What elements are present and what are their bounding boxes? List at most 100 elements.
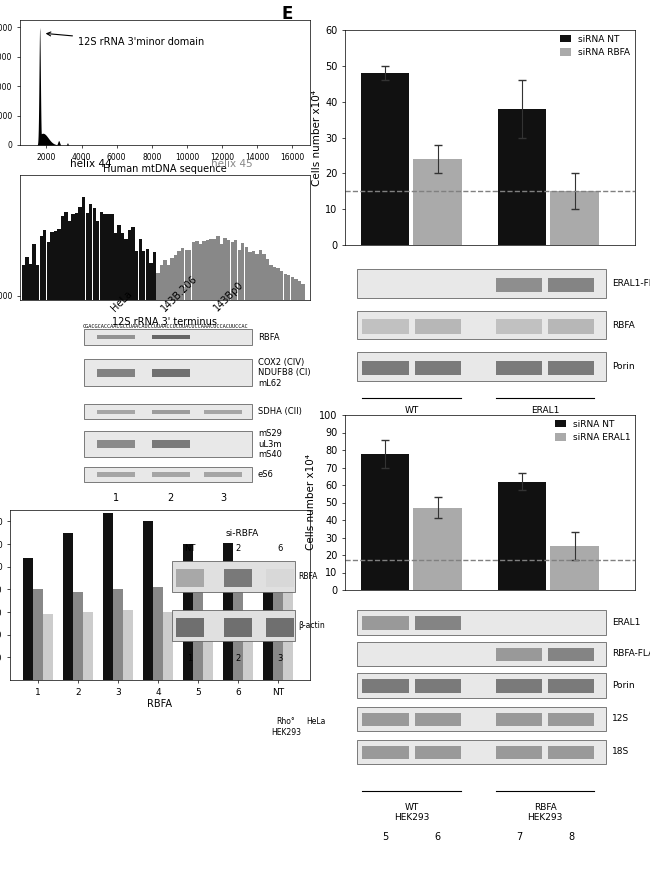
Bar <box>36 265 40 300</box>
Text: 6: 6 <box>277 545 283 553</box>
Bar <box>92 209 96 300</box>
Bar <box>298 281 301 300</box>
FancyBboxPatch shape <box>152 334 190 340</box>
Bar <box>551 546 599 590</box>
Bar <box>107 215 110 300</box>
Bar <box>243 612 253 680</box>
Bar <box>238 250 241 300</box>
Text: 1: 1 <box>188 655 193 663</box>
FancyBboxPatch shape <box>224 568 252 587</box>
Text: 12S rRNA 3'minor domain: 12S rRNA 3'minor domain <box>47 32 204 47</box>
Text: eS6: eS6 <box>258 471 274 479</box>
Bar <box>263 254 266 300</box>
Text: helix 45: helix 45 <box>211 159 253 169</box>
Bar <box>248 252 252 300</box>
FancyBboxPatch shape <box>415 712 461 726</box>
Bar <box>123 609 133 680</box>
Text: 2: 2 <box>235 655 240 663</box>
Bar <box>216 236 220 300</box>
Text: helix 44: helix 44 <box>70 159 112 169</box>
Text: Porin: Porin <box>612 681 634 690</box>
Bar <box>43 230 46 300</box>
Text: RBFA: RBFA <box>298 572 317 581</box>
Bar <box>121 233 124 300</box>
Bar <box>103 513 113 680</box>
Bar <box>43 615 53 680</box>
Bar <box>177 251 181 300</box>
Text: 5: 5 <box>382 833 389 842</box>
Bar <box>82 197 85 300</box>
Bar <box>185 250 188 300</box>
Bar <box>22 265 25 300</box>
Text: β-actin: β-actin <box>298 622 325 630</box>
Bar <box>192 242 195 300</box>
Text: RBFA: RBFA <box>612 320 634 329</box>
Text: SDHA (CII): SDHA (CII) <box>258 408 302 416</box>
Bar <box>103 215 107 300</box>
Text: HeLa: HeLa <box>306 718 326 726</box>
Bar <box>146 249 149 300</box>
Bar <box>68 221 72 300</box>
Bar <box>280 272 283 300</box>
Bar <box>195 241 198 300</box>
Bar <box>83 612 93 680</box>
Bar <box>163 612 173 680</box>
X-axis label: Human mtDNA sequence: Human mtDNA sequence <box>103 164 227 175</box>
Bar <box>170 258 174 300</box>
Text: si-RBFA: si-RBFA <box>226 529 259 538</box>
Text: 6: 6 <box>435 833 441 842</box>
Text: 2: 2 <box>168 493 174 504</box>
FancyBboxPatch shape <box>496 746 542 760</box>
Text: 4: 4 <box>568 431 574 442</box>
Text: ERAL1: ERAL1 <box>612 618 640 627</box>
Text: Porin: Porin <box>612 362 634 371</box>
Text: 12S: 12S <box>612 714 629 723</box>
Text: WT
HEK293: WT HEK293 <box>394 803 430 822</box>
Bar <box>73 592 83 680</box>
Bar <box>224 237 227 300</box>
FancyBboxPatch shape <box>84 329 252 345</box>
Bar <box>113 589 123 680</box>
Text: 143Bρ0: 143Bρ0 <box>212 279 246 313</box>
FancyBboxPatch shape <box>97 409 135 414</box>
FancyBboxPatch shape <box>266 618 294 636</box>
Bar <box>263 567 273 680</box>
FancyBboxPatch shape <box>204 472 242 477</box>
Bar <box>231 243 234 300</box>
Bar <box>29 264 32 300</box>
FancyBboxPatch shape <box>415 361 461 375</box>
Text: COX2 (CIV)
NDUFB8 (CI)
mL62: COX2 (CIV) NDUFB8 (CI) mL62 <box>258 358 311 388</box>
Text: 2: 2 <box>435 431 441 442</box>
Bar <box>551 191 599 245</box>
Bar <box>183 544 193 680</box>
FancyBboxPatch shape <box>496 361 542 375</box>
Bar <box>96 221 99 300</box>
Bar <box>255 254 259 300</box>
FancyBboxPatch shape <box>97 334 135 340</box>
Bar <box>301 284 305 300</box>
FancyBboxPatch shape <box>357 739 606 764</box>
Bar <box>273 567 283 680</box>
FancyBboxPatch shape <box>152 409 190 414</box>
Bar <box>413 508 462 590</box>
Bar <box>54 231 57 300</box>
FancyBboxPatch shape <box>415 616 461 629</box>
Bar <box>498 109 547 245</box>
FancyBboxPatch shape <box>415 746 461 760</box>
Bar <box>234 240 237 300</box>
Bar <box>135 251 138 300</box>
Text: RBFA: RBFA <box>258 333 280 341</box>
Y-axis label: Cells number x10⁴: Cells number x10⁴ <box>312 90 322 185</box>
Legend: siRNA NT, siRNA RBFA: siRNA NT, siRNA RBFA <box>560 35 630 57</box>
Bar <box>223 543 233 680</box>
Bar <box>63 533 73 680</box>
Bar <box>209 238 213 300</box>
Bar <box>259 250 262 300</box>
Bar <box>33 589 43 680</box>
Text: 7: 7 <box>516 833 522 842</box>
Bar <box>276 268 280 300</box>
Bar <box>72 215 75 300</box>
Text: 8: 8 <box>568 833 574 842</box>
Bar <box>89 204 92 300</box>
Text: 18S: 18S <box>612 747 629 757</box>
